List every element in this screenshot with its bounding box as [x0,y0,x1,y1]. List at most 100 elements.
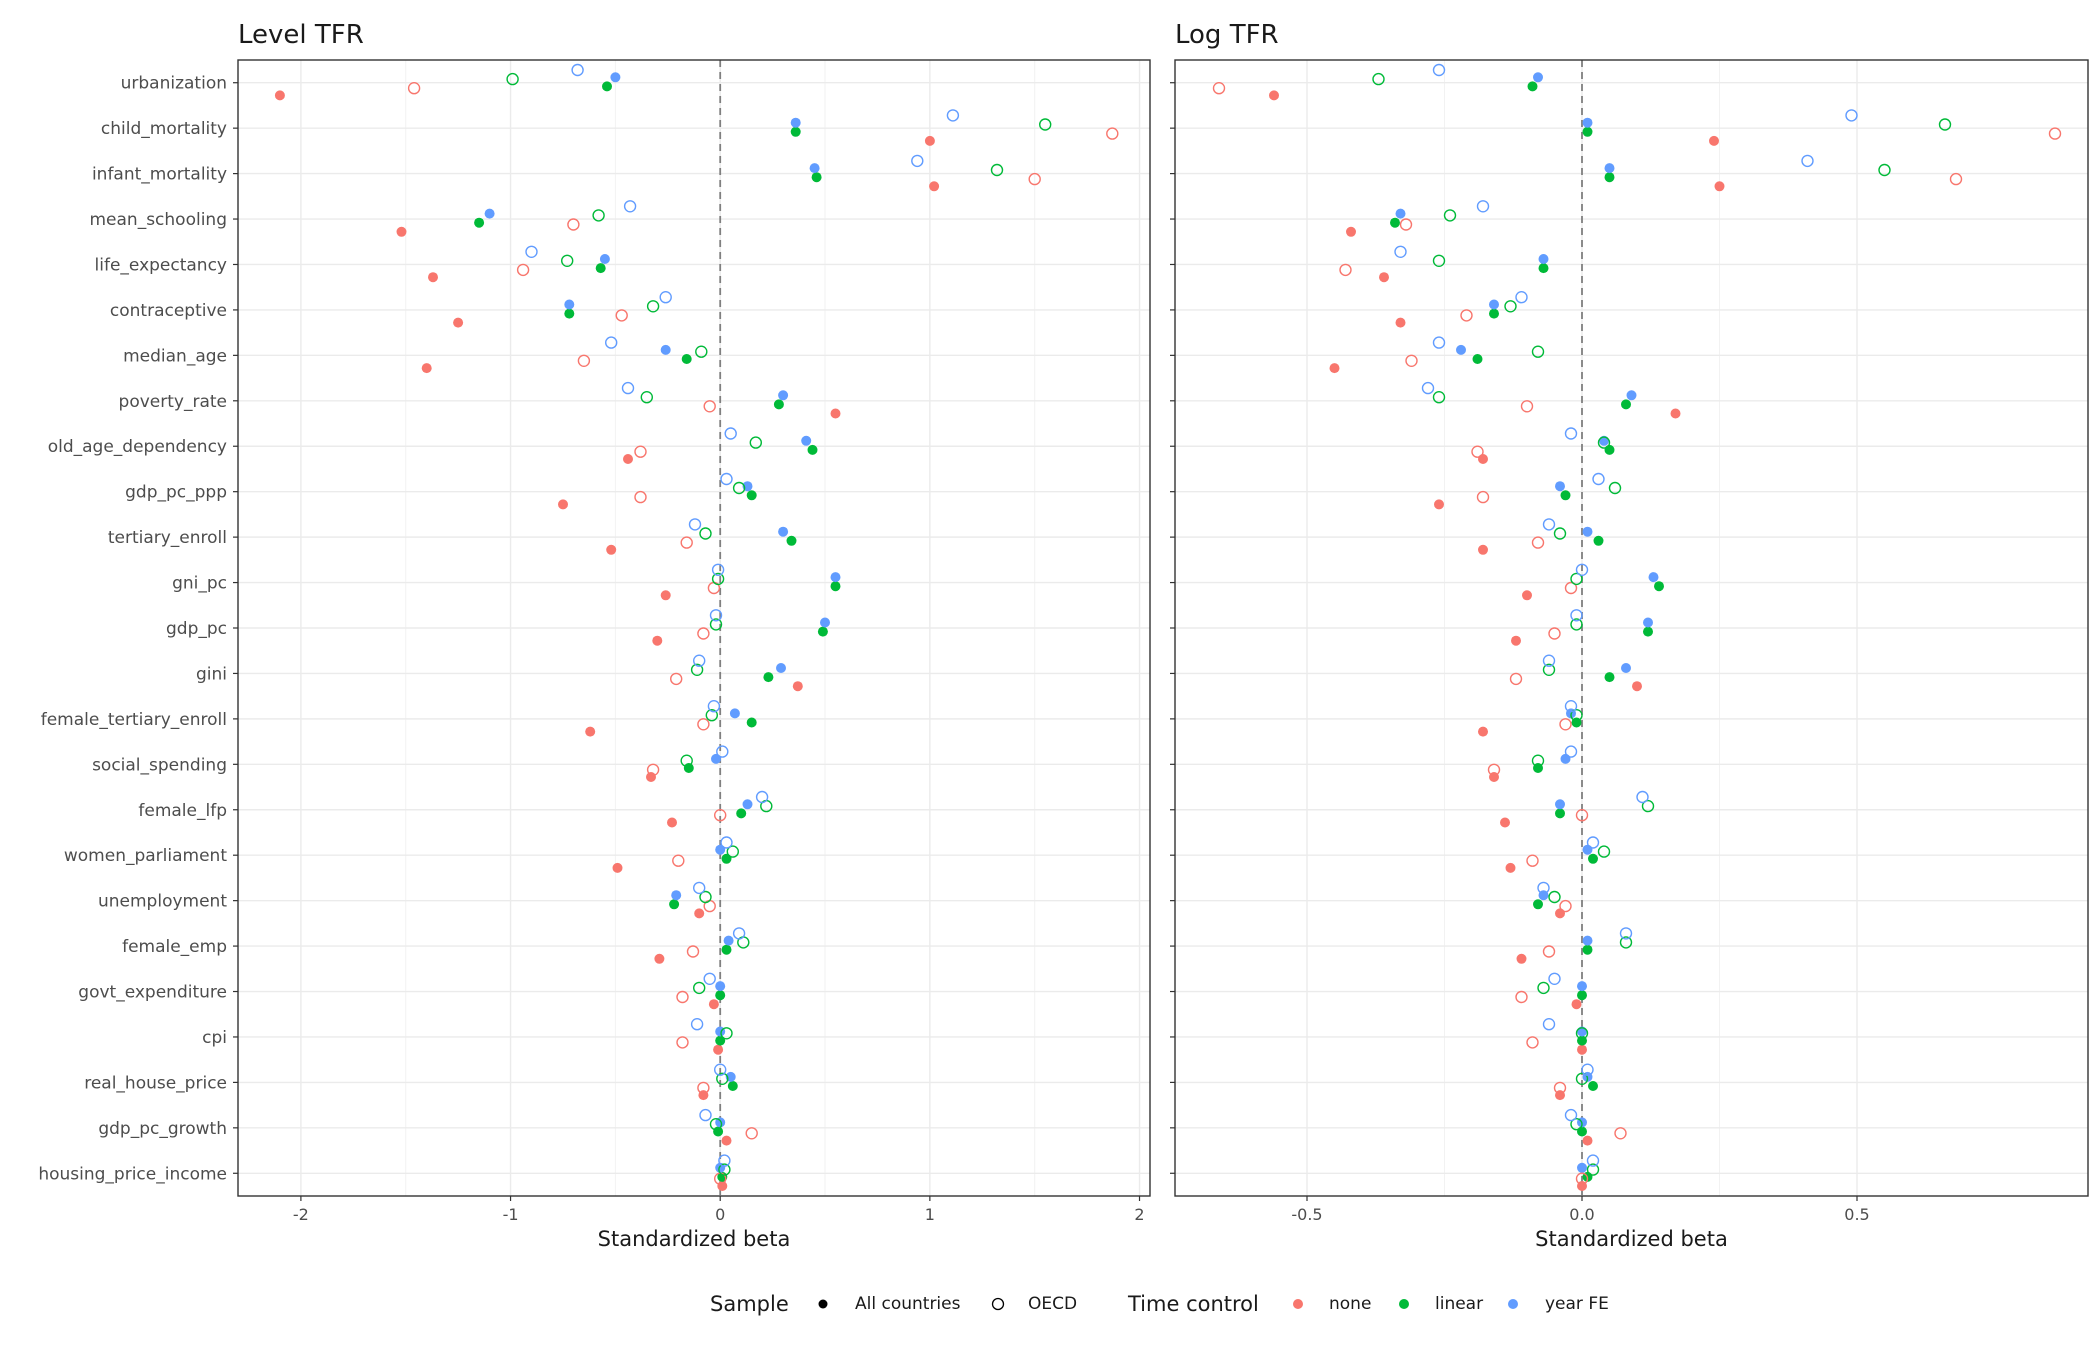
point-mean-schooling-all-countries-year-fe [484,208,495,219]
point-tertiary-enroll-all-countries-none [1478,544,1488,555]
point-gni-pc-all-countries-year-fe [1648,572,1659,583]
point-urbanization-oecd-none [407,81,421,95]
x-tick-label: 0 [715,1205,725,1224]
point-social-spending-all-countries-linear [683,763,694,773]
point-mean-schooling-all-countries-none [1346,226,1356,237]
point-gini-oecd-year-fe [693,654,706,667]
point-female-tertiary-enroll-oecd-year-fe [707,700,721,713]
point-contraceptive-oecd-year-fe [1515,291,1528,304]
x-axis-label: Standardized beta [598,1227,791,1251]
point-life-expectancy-all-countries-linear [1538,263,1549,274]
x-tick-label: -2 [293,1205,309,1224]
point-female-emp-oecd-none [1542,945,1556,958]
point-life-expectancy-oecd-none [516,263,530,277]
point-govt-expenditure-oecd-year-fe [703,972,716,985]
point-gini-all-countries-linear [1604,672,1615,683]
point-contraceptive-oecd-none [615,309,628,322]
point-child-mortality-all-countries-none [924,135,935,146]
point-gdp-pc-oecd-none [1548,627,1561,640]
point-old-age-dependency-all-countries-none [623,454,633,464]
point-gdp-pc-growth-oecd-none [1614,1127,1627,1140]
point-old-age-dependency-oecd-none [1471,445,1484,458]
point-poverty-rate-oecd-linear [640,391,653,404]
point-infant-mortality-all-countries-linear [1604,172,1615,183]
point-gdp-pc-oecd-none [697,627,710,640]
point-govt-expenditure-oecd-none [676,990,689,1004]
point-contraceptive-oecd-linear [1504,300,1517,313]
point-female-emp-oecd-year-fe [732,927,746,940]
legend-key-year-fe [1508,1299,1518,1309]
point-mean-schooling-oecd-linear [1443,209,1457,222]
point-female-lfp-oecd-year-fe [1636,790,1649,804]
point-median-age-oecd-year-fe [605,336,618,349]
point-poverty-rate-oecd-none [1520,400,1534,413]
point-social-spending-oecd-linear [1531,754,1545,767]
x-tick-label: 1 [925,1205,935,1224]
point-social-spending-all-countries-year-fe [711,753,721,764]
point-poverty-rate-oecd-year-fe [621,381,635,395]
point-poverty-rate-all-countries-none [830,408,841,419]
point-real-house-price-oecd-none [1553,1081,1567,1095]
point-housing-price-income-oecd-year-fe [718,1154,731,1167]
point-gdp-pc-growth-all-countries-linear [1577,1126,1587,1137]
point-gini-all-countries-year-fe [776,663,786,673]
y-tick-label-housing-price-income: housing_price_income [38,1164,227,1184]
point-urbanization-all-countries-none [1269,90,1279,101]
point-mean-schooling-oecd-linear [592,209,605,222]
point-life-expectancy-oecd-linear [1432,254,1446,267]
point-gini-all-countries-none [792,681,803,692]
point-urbanization-all-countries-year-fe [610,72,621,83]
point-gdp-pc-growth-oecd-none [745,1127,758,1140]
point-social-spending-oecd-year-fe [716,745,729,758]
y-tick-label-gini: gini [196,664,227,684]
point-child-mortality-oecd-year-fe [946,109,960,122]
point-contraceptive-oecd-linear [646,300,660,313]
point-gdp-pc-growth-oecd-linear [709,1117,723,1131]
point-unemployment-oecd-none [1559,899,1572,913]
point-gni-pc-oecd-linear [1570,572,1583,586]
point-old-age-dependency-all-countries-linear [1604,444,1615,455]
point-infant-mortality-all-countries-none [929,181,940,192]
point-urbanization-all-countries-linear [602,81,612,92]
point-female-lfp-oecd-none [1575,809,1589,822]
point-female-lfp-all-countries-none [1500,817,1510,828]
point-poverty-rate-all-countries-linear [1621,399,1631,410]
point-real-house-price-oecd-linear [1575,1072,1589,1086]
point-mean-schooling-all-countries-linear [474,217,485,228]
point-child-mortality-all-countries-year-fe [1582,117,1593,128]
point-gdp-pc-ppp-oecd-linear [732,481,746,495]
x-tick-label: 2 [1134,1205,1144,1224]
legend-time-year-fe: year FE [1545,1294,1609,1314]
point-urbanization-oecd-year-fe [1432,63,1446,77]
point-tertiary-enroll-oecd-year-fe [1542,518,1556,531]
y-tick-label-real-house-price: real_house_price [84,1073,227,1093]
point-contraceptive-all-countries-none [453,317,464,328]
point-women-parliament-oecd-none [672,854,685,867]
point-social-spending-oecd-none [646,763,660,776]
point-life-expectancy-all-countries-none [1379,272,1389,283]
point-tertiary-enroll-oecd-none [680,536,693,549]
point-urbanization-oecd-linear [506,72,519,86]
point-gini-oecd-none [1509,672,1523,686]
point-median-age-oecd-linear [695,345,708,358]
y-tick-label-mean-schooling: mean_schooling [89,210,227,230]
point-gdp-pc-ppp-oecd-none [634,490,647,504]
point-women-parliament-all-countries-year-fe [715,844,726,855]
point-real-house-price-oecd-year-fe [714,1063,727,1076]
point-infant-mortality-oecd-linear [990,163,1004,177]
x-tick-label: 0.0 [1569,1205,1594,1224]
point-gdp-pc-all-countries-linear [817,626,828,637]
legend-time-linear: linear [1435,1294,1483,1314]
point-median-age-all-countries-none [1329,363,1340,374]
legend-key-none [1293,1299,1303,1309]
point-real-house-price-oecd-none [697,1081,710,1095]
point-housing-price-income-oecd-linear [718,1163,731,1176]
point-gdp-pc-all-countries-linear [1643,626,1653,637]
point-female-lfp-oecd-linear [1641,799,1655,813]
point-gni-pc-oecd-year-fe [711,563,725,576]
point-cpi-all-countries-none [1577,1044,1587,1055]
point-cpi-oecd-none [1526,1036,1539,1049]
y-tick-label-women-parliament: women_parliament [64,846,227,866]
point-median-age-oecd-none [577,354,591,367]
point-cpi-oecd-year-fe [1542,1017,1556,1031]
